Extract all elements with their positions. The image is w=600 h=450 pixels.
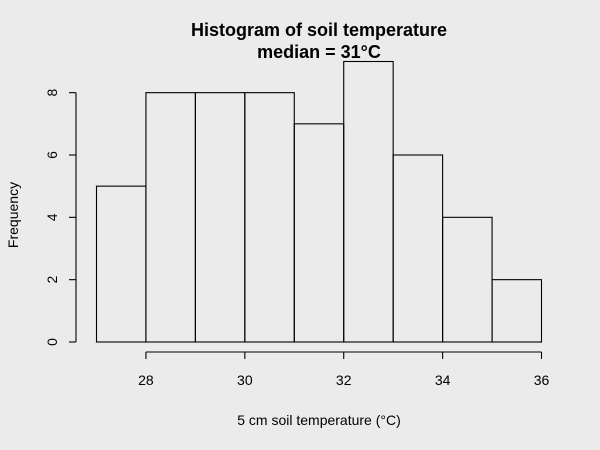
x-tick-label: 28 — [138, 372, 154, 388]
histogram-bar — [145, 92, 196, 343]
y-tick-label: 6 — [44, 151, 60, 159]
y-tick-label: 4 — [44, 213, 60, 221]
x-tick-label: 34 — [435, 372, 451, 388]
histogram-bar — [343, 60, 394, 343]
histogram-bar — [442, 216, 493, 343]
y-tick-label: 0 — [44, 338, 60, 346]
chart-title: Histogram of soil temperature — [191, 20, 447, 40]
y-tick-label: 2 — [44, 276, 60, 284]
y-axis: 0 2 4 6 8 — [44, 89, 77, 346]
x-axis-label: 5 cm soil temperature (°C) — [237, 412, 401, 428]
histogram-bar — [491, 279, 543, 343]
histogram-bar — [293, 123, 345, 343]
histogram-bar — [392, 154, 444, 343]
x-tick-label: 32 — [336, 372, 352, 388]
y-tick-label: 8 — [44, 89, 60, 97]
x-tick-label: 36 — [534, 372, 550, 388]
y-axis-label: Frequency — [5, 182, 21, 248]
histogram-bar — [95, 185, 147, 343]
x-axis: 28 30 32 34 36 — [138, 351, 550, 388]
bars-group — [95, 60, 543, 343]
chart-subtitle: median = 31°C — [257, 42, 381, 62]
histogram-bar — [194, 92, 246, 343]
x-tick-label: 30 — [237, 372, 253, 388]
histogram-bar — [244, 92, 295, 343]
